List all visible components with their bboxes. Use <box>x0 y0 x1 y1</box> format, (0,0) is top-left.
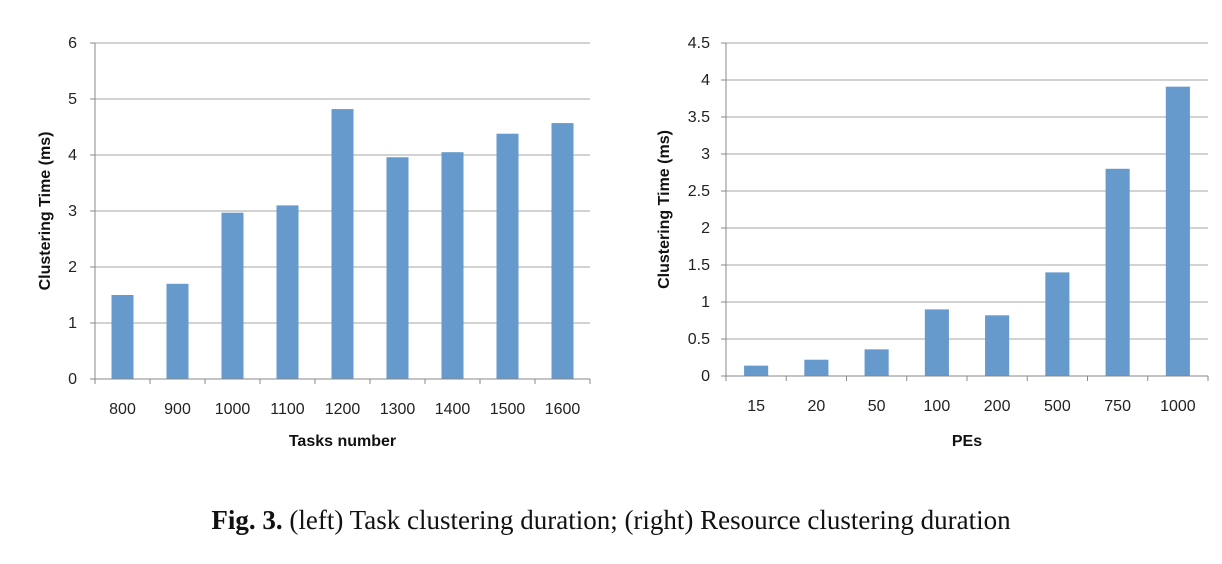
y-tick-label: 3 <box>701 146 710 163</box>
x-tick-label: 1500 <box>490 401 526 418</box>
x-tick-label: 1000 <box>1160 398 1196 415</box>
x-tick-label: 50 <box>868 398 886 415</box>
bar-1400 <box>441 152 464 379</box>
bar-15 <box>744 365 769 376</box>
bar-100 <box>924 309 949 376</box>
x-tick-label: 1400 <box>435 401 471 418</box>
bar-900 <box>166 283 189 379</box>
bar-1300 <box>386 157 409 379</box>
y-tick-label: 2.5 <box>688 183 710 200</box>
bar-750 <box>1105 168 1130 376</box>
y-tick-label: 4.5 <box>688 35 710 52</box>
x-tick-label: 1000 <box>215 401 251 418</box>
y-tick-label: 0 <box>68 371 77 388</box>
x-tick-label: 1300 <box>380 401 416 418</box>
bar-500 <box>1045 272 1070 376</box>
y-tick-label: 1.5 <box>688 257 710 274</box>
y-axis-title: Clustering Time (ms) <box>656 130 673 289</box>
chart-left: 0 1 2 3 4 5 6 800 900 1000 1100 1200 1300 1400 1500 160… <box>0 0 610 470</box>
bar-1000 <box>1165 86 1190 376</box>
y-tick-label: 5 <box>68 91 77 108</box>
bar-1600 <box>551 123 574 379</box>
y-tick-label: 3 <box>68 203 77 220</box>
bar-1100 <box>276 205 299 379</box>
bar-50 <box>864 349 889 376</box>
x-tick-label: 500 <box>1044 398 1071 415</box>
x-tick-label: 100 <box>924 398 951 415</box>
x-tick-label: 900 <box>164 401 191 418</box>
x-tick-label: 1200 <box>325 401 361 418</box>
bar-20 <box>804 359 829 376</box>
x-tick-label: 1600 <box>545 401 581 418</box>
y-tick-label: 4 <box>701 72 710 89</box>
bar-1000 <box>221 212 244 379</box>
task-clustering-chart: 0 1 2 3 4 5 6 800 900 1000 1100 1200 1300 1400 1500 160… <box>37 35 591 450</box>
y-tick-label: 2 <box>68 259 77 276</box>
bar-800 <box>111 295 134 379</box>
y-tick-label: 2 <box>701 220 710 237</box>
x-tick-label: 800 <box>109 401 136 418</box>
x-axis-title: Tasks number <box>289 433 396 450</box>
y-tick-label: 6 <box>68 35 77 52</box>
resource-clustering-chart: 0 0.5 1 1.5 2 2.5 3 3.5 4 4.5 15 20 50 100 200 500 750 10… <box>656 35 1209 450</box>
x-tick-label: 200 <box>984 398 1011 415</box>
y-tick-label: 0 <box>701 368 710 385</box>
x-tick-label: 15 <box>747 398 765 415</box>
x-axis-title: PEs <box>952 433 982 450</box>
y-tick-label: 4 <box>68 147 77 164</box>
x-tick-label: 1100 <box>270 401 305 418</box>
x-tick-label: 750 <box>1104 398 1131 415</box>
y-tick-label: 1 <box>701 294 710 311</box>
x-tick-label: 20 <box>807 398 825 415</box>
y-tick-label: 3.5 <box>688 109 710 126</box>
bar-200 <box>985 315 1010 376</box>
bar-1200 <box>331 109 354 379</box>
y-tick-label: 0.5 <box>688 331 710 348</box>
y-tick-label: 1 <box>68 315 77 332</box>
figure-caption: Fig. 3. (left) Task clustering duration;… <box>0 505 1222 536</box>
caption-text: (left) Task clustering duration; (right)… <box>282 505 1011 535</box>
bar-1500 <box>496 133 519 379</box>
chart-right: 0 0.5 1 1.5 2 2.5 3 3.5 4 4.5 15 20 50 100 200 500 750 10… <box>612 0 1222 470</box>
caption-label: Fig. 3. <box>211 505 283 535</box>
y-axis-title: Clustering Time (ms) <box>37 132 54 291</box>
